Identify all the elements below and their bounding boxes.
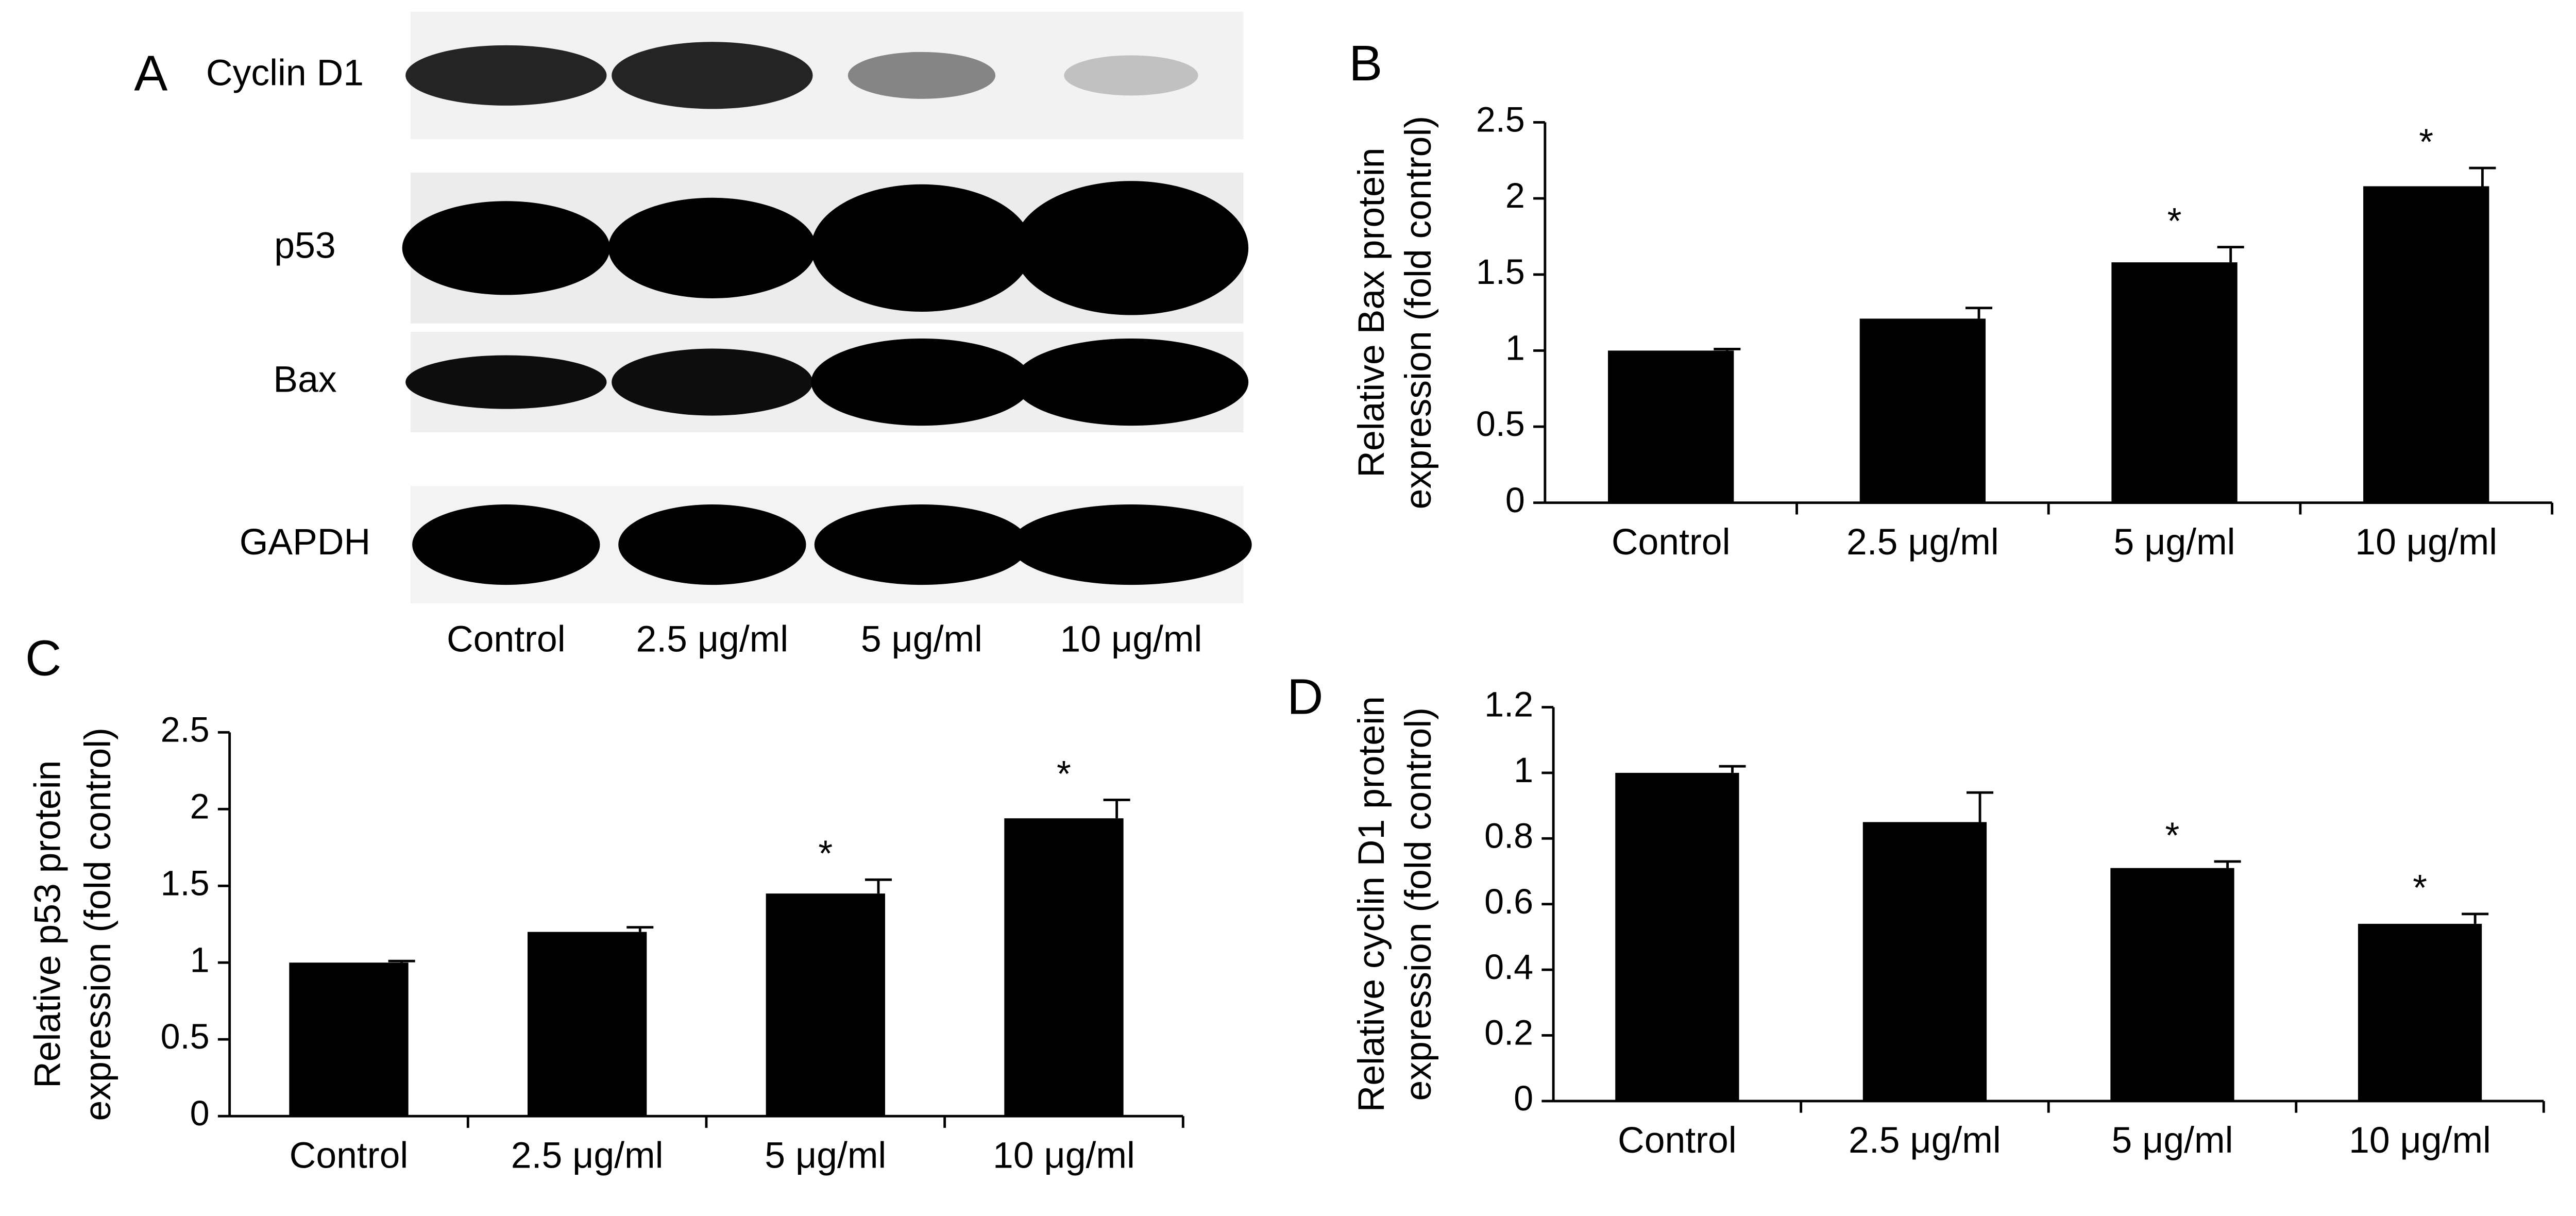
- error-bar: [2469, 166, 2496, 187]
- error-bar: [1967, 791, 1994, 822]
- x-tick-label: Control: [290, 1135, 409, 1176]
- bar: [289, 962, 409, 1117]
- protein-label: p53: [274, 225, 335, 266]
- y-tick-label: 0: [190, 1094, 210, 1133]
- blot-band: [848, 52, 996, 99]
- significance-mark: *: [1057, 753, 1071, 795]
- x-tick-label: 2.5 μg/ml: [1846, 521, 1999, 563]
- y-tick-label: 0.5: [161, 1017, 210, 1056]
- blot-band: [402, 201, 610, 295]
- panel-letter: C: [25, 630, 61, 686]
- error-bar: [1103, 798, 1130, 819]
- error-bar: [2214, 860, 2241, 868]
- blot-band: [1064, 55, 1198, 96]
- y-axis-label: expression (fold control): [1398, 116, 1439, 510]
- bar: [2358, 923, 2482, 1101]
- blot-band: [811, 339, 1032, 426]
- x-tick-label: 10 μg/ml: [993, 1135, 1135, 1176]
- significance-mark: *: [2167, 200, 2182, 242]
- bar: [527, 932, 647, 1117]
- y-tick-label: 2: [190, 787, 210, 826]
- bar: [1859, 318, 1986, 503]
- lane-label: 10 μg/ml: [1060, 619, 1202, 660]
- blot-band: [405, 45, 607, 106]
- y-tick-label: 0.5: [1476, 404, 1525, 444]
- y-tick-label: 2.5: [161, 710, 210, 749]
- y-tick-label: 2.5: [1476, 100, 1525, 139]
- protein-label: Cyclin D1: [206, 52, 364, 93]
- bar: [1615, 772, 1739, 1101]
- error-bar: [626, 926, 654, 932]
- y-tick-label: 0.4: [1484, 948, 1533, 987]
- lane-label: 2.5 μg/ml: [636, 619, 788, 660]
- blot-band: [1010, 504, 1252, 585]
- blot-band: [814, 504, 1029, 585]
- error-bar: [1719, 765, 1746, 773]
- y-tick-label: 1: [1505, 328, 1525, 367]
- y-axis-label: Relative cyclin D1 protein: [1351, 696, 1392, 1112]
- blot-band: [612, 348, 813, 416]
- y-tick-label: 0.2: [1484, 1014, 1533, 1053]
- y-axis-label: expression (fold control): [1398, 707, 1439, 1101]
- bar: [1862, 822, 1987, 1101]
- x-tick-label: Control: [1618, 1120, 1737, 1161]
- x-tick-label: 5 μg/ml: [2114, 521, 2235, 563]
- panel-letter: D: [1287, 668, 1323, 724]
- y-tick-label: 2: [1505, 176, 1525, 215]
- significance-mark: *: [2419, 121, 2433, 162]
- error-bar: [1714, 348, 1741, 351]
- y-tick-label: 1: [1514, 751, 1533, 790]
- bar: [1608, 350, 1734, 503]
- x-tick-label: 10 μg/ml: [2355, 521, 2497, 563]
- blot-band: [612, 42, 813, 109]
- bar: [2111, 262, 2238, 503]
- error-bar: [2217, 246, 2244, 263]
- panel-letter: A: [134, 45, 167, 101]
- lane-label: Control: [447, 619, 566, 660]
- y-axis-label: Relative Bax protein: [1351, 147, 1392, 477]
- significance-mark: *: [2413, 867, 2427, 908]
- significance-mark: *: [818, 833, 833, 874]
- blot-band: [405, 355, 607, 409]
- significance-mark: *: [2165, 815, 2180, 856]
- blot-band: [811, 184, 1032, 312]
- error-bar: [388, 959, 415, 963]
- bar: [2110, 868, 2234, 1101]
- y-tick-label: 0.6: [1484, 882, 1533, 921]
- y-axis-label: Relative p53 protein: [27, 761, 69, 1088]
- blot-band: [618, 504, 806, 585]
- blot-band: [608, 197, 817, 298]
- y-tick-label: 0.8: [1484, 816, 1533, 855]
- x-tick-label: 5 μg/ml: [765, 1135, 886, 1176]
- x-tick-label: 5 μg/ml: [2111, 1120, 2233, 1161]
- bar: [2363, 186, 2489, 503]
- x-tick-label: 2.5 μg/ml: [511, 1135, 664, 1176]
- error-bar: [1965, 307, 1993, 319]
- bar: [766, 893, 885, 1117]
- blot-band: [1013, 339, 1249, 426]
- y-tick-label: 1.2: [1484, 685, 1533, 724]
- error-bar: [2462, 913, 2489, 924]
- protein-label: Bax: [273, 359, 336, 400]
- y-tick-label: 1.5: [161, 864, 210, 903]
- y-tick-label: 0: [1514, 1079, 1533, 1118]
- x-tick-label: 10 μg/ml: [2349, 1120, 2491, 1161]
- y-axis-label: expression (fold control): [77, 728, 118, 1121]
- y-tick-label: 1.5: [1476, 252, 1525, 292]
- y-tick-label: 1: [190, 940, 210, 979]
- panel-letter: B: [1349, 35, 1382, 91]
- y-tick-label: 0: [1505, 481, 1525, 520]
- blot-band: [412, 504, 600, 585]
- protein-label: GAPDH: [240, 521, 370, 563]
- error-bar: [865, 878, 892, 894]
- x-tick-label: 2.5 μg/ml: [1849, 1120, 2001, 1161]
- bar: [1004, 818, 1124, 1117]
- lane-label: 5 μg/ml: [861, 619, 982, 660]
- blot-band: [1013, 181, 1249, 315]
- x-tick-label: Control: [1612, 521, 1731, 563]
